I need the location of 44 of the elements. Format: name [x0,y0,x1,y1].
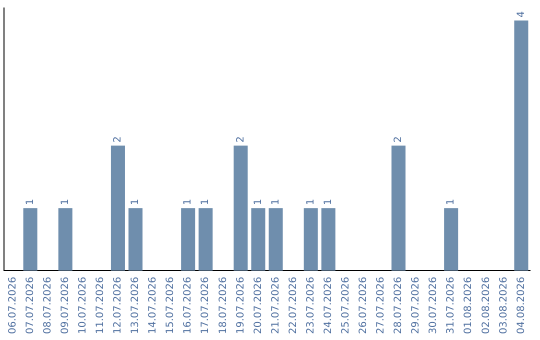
x-tick-label: 27.07.2026 [376,276,387,334]
x-tick-label: 23.07.2026 [305,276,316,334]
x-tick-label: 02.08.2026 [480,276,492,334]
x-tick-label: 06.07.2026 [7,276,18,334]
x-tick-label: 31.07.2026 [446,276,457,334]
x-tick-label: 08.07.2026 [42,276,54,334]
x-tick-label: 24.07.2026 [322,276,334,334]
x-tick-label: 22.07.2026 [288,276,299,334]
x-tick-label: 03.08.2026 [498,276,510,334]
data-label: 1 [60,198,71,206]
x-tick-label: 21.07.2026 [270,276,282,334]
x-tick-label: 26.07.2026 [358,276,370,334]
x-tick-label: 16.07.2026 [182,276,194,334]
data-label: 1 [252,198,264,206]
x-tick-label: 04.08.2026 [516,276,527,334]
x-tick-label: 15.07.2026 [165,276,176,334]
data-label: 1 [24,198,36,206]
x-tick-label: 28.07.2026 [393,276,404,334]
data-label: 1 [270,198,282,206]
x-tick-label: 12.07.2026 [112,276,124,334]
data-label: 1 [322,198,334,206]
data-label: 2 [112,136,124,143]
data-label: 4 [516,11,527,18]
x-tick-label: 01.08.2026 [463,276,474,334]
x-tick-label: 10.07.2026 [77,276,88,334]
x-tick-label: 29.07.2026 [410,276,422,334]
x-tick-label: 13.07.2026 [130,276,142,334]
data-label: 1 [130,198,142,206]
data-label: 1 [446,198,457,206]
data-label: 1 [200,198,212,206]
data-label: 1 [305,198,316,206]
x-tick-label: 30.07.2026 [428,276,440,334]
x-tick-label: 20.07.2026 [252,276,264,334]
x-tick-label: 11.07.2026 [95,276,106,334]
x-tick-label: 09.07.2026 [60,276,71,334]
data-label: 1 [182,198,194,206]
x-tick-label: 18.07.2026 [218,276,229,334]
data-label: 2 [393,136,404,143]
data-label: 2 [235,136,246,143]
x-tick-label: 19.07.2026 [235,276,246,334]
x-tick-label: 07.07.2026 [24,276,36,334]
x-tick-label: 14.07.2026 [148,276,159,334]
x-tick-label: 25.07.2026 [340,276,352,334]
x-tick-label: 17.07.2026 [200,276,212,334]
